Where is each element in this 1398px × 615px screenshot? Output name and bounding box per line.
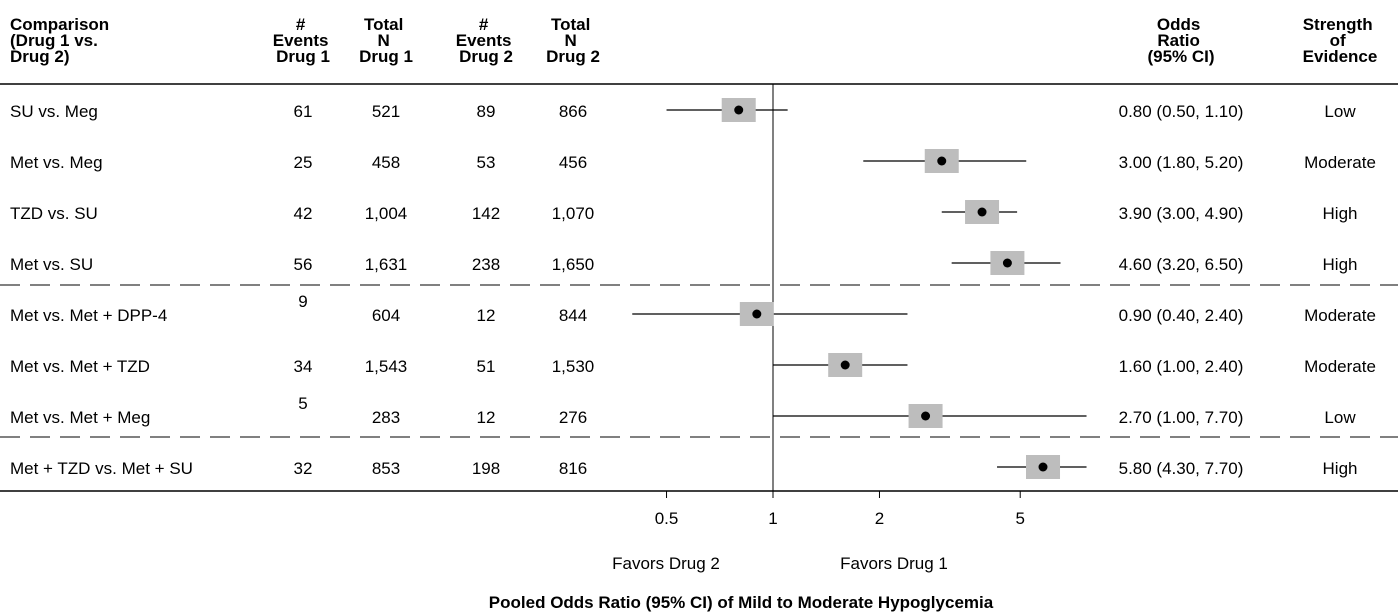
strength-of-evidence-cell: Moderate (1304, 357, 1376, 376)
header-strength-of-evidence: Strength of Evidence (1303, 15, 1378, 66)
total-drug2-cell: 844 (559, 306, 587, 325)
events-drug2-cell: 89 (477, 102, 496, 121)
table-row: Met vs. Met + DPP-4 9 604 12 844 0.90 (0.40, … (10, 292, 1376, 325)
total-drug1-cell: 1,631 (365, 255, 408, 274)
x-tick-label: 0.5 (655, 509, 679, 528)
point-estimate (1038, 462, 1048, 472)
total-drug1-cell: 458 (372, 153, 400, 172)
forest-plot-marks (632, 98, 1087, 479)
table-row: SU vs. Meg 61 521 89 866 0.80 (0.50, 1.10) Low (10, 102, 1356, 121)
x-axis-title: Pooled Odds Ratio (95% CI) of Mild to Mo… (489, 593, 994, 612)
strength-of-evidence-cell: High (1323, 255, 1358, 274)
total-drug1-cell: 521 (372, 102, 400, 121)
favors-drug2-label: Favors Drug 2 (612, 554, 720, 573)
strength-of-evidence-cell: Moderate (1304, 306, 1376, 325)
table-row: Met vs. Met + TZD 34 1,543 51 1,530 1.60 (1.0… (10, 357, 1376, 376)
total-drug2-cell: 866 (559, 102, 587, 121)
total-drug2-cell: 1,070 (552, 204, 595, 223)
header-events-drug2: # Events Drug 2 (456, 15, 516, 66)
events-drug2-cell: 51 (477, 357, 496, 376)
total-drug2-cell: 276 (559, 408, 587, 427)
point-estimate (937, 156, 947, 166)
events-drug2-cell: 142 (472, 204, 500, 223)
comparison-cell: Met vs. Met + Meg (10, 408, 150, 427)
odds-ratio-ci-cell: 1.60 (1.00, 2.40) (1119, 357, 1244, 376)
point-estimate (734, 105, 744, 115)
odds-ratio-ci-cell: 3.00 (1.80, 5.20) (1119, 153, 1244, 172)
events-drug2-cell: 53 (477, 153, 496, 172)
total-drug2-cell: 456 (559, 153, 587, 172)
header-events-drug1: # Events Drug 1 (273, 15, 333, 66)
point-estimate (977, 207, 987, 217)
events-drug1-cell: 32 (294, 459, 313, 478)
table-row: Met vs. Met + Meg 5 283 12 276 2.70 (1.00, 7.… (10, 394, 1356, 427)
comparison-cell: SU vs. Meg (10, 102, 98, 121)
total-drug1-cell: 853 (372, 459, 400, 478)
point-estimate (1002, 258, 1012, 268)
favors-drug1-label: Favors Drug 1 (840, 554, 948, 573)
comparison-cell: Met vs. SU (10, 255, 93, 274)
odds-ratio-ci-cell: 4.60 (3.20, 6.50) (1119, 255, 1244, 274)
header-total-drug1: Total N Drug 1 (359, 15, 413, 66)
total-drug2-cell: 1,530 (552, 357, 595, 376)
column-headers: Comparison (Drug 1 vs. Drug 2) # Events … (10, 15, 1377, 66)
comparison-cell: TZD vs. SU (10, 204, 98, 223)
table-row: Met + TZD vs. Met + SU 32 853 198 816 5.80 (4… (10, 459, 1357, 478)
table-row: Met vs. SU 56 1,631 238 1,650 4.60 (3.20, 6.5… (10, 255, 1357, 274)
x-tick-label: 1 (768, 509, 777, 528)
odds-ratio-ci-cell: 0.80 (0.50, 1.10) (1119, 102, 1244, 121)
total-drug1-cell: 1,004 (365, 204, 408, 223)
strength-of-evidence-cell: Low (1324, 408, 1356, 427)
events-drug2-cell: 238 (472, 255, 500, 274)
point-estimate (752, 309, 762, 319)
total-drug1-cell: 283 (372, 408, 400, 427)
table-row: TZD vs. SU 42 1,004 142 1,070 3.90 (3.00, 4.9… (10, 204, 1357, 223)
header-total-drug2: Total N Drug 2 (546, 15, 600, 66)
events-drug1-cell: 5 (298, 394, 307, 413)
strength-of-evidence-cell: Low (1324, 102, 1356, 121)
x-tick-label: 5 (1015, 509, 1024, 528)
point-estimate (840, 360, 850, 370)
events-drug1-cell: 56 (294, 255, 313, 274)
events-drug2-cell: 198 (472, 459, 500, 478)
comparison-cell: Met vs. Meg (10, 153, 103, 172)
comparison-cell: Met vs. Met + TZD (10, 357, 150, 376)
odds-ratio-ci-cell: 5.80 (4.30, 7.70) (1119, 459, 1244, 478)
events-drug1-cell: 61 (294, 102, 313, 121)
x-tick-label: 2 (875, 509, 884, 528)
total-drug1-cell: 1,543 (365, 357, 408, 376)
events-drug1-cell: 34 (294, 357, 313, 376)
events-drug1-cell: 9 (298, 292, 307, 311)
total-drug1-cell: 604 (372, 306, 400, 325)
comparison-cell: Met + TZD vs. Met + SU (10, 459, 193, 478)
point-estimate (921, 411, 931, 421)
header-comparison: Comparison (Drug 1 vs. Drug 2) (10, 15, 114, 66)
table-row: Met vs. Meg 25 458 53 456 3.00 (1.80, 5.20) Mo… (10, 153, 1376, 172)
events-drug2-cell: 12 (477, 408, 496, 427)
odds-ratio-ci-cell: 0.90 (0.40, 2.40) (1119, 306, 1244, 325)
x-axis-ticks: 0.5 1 2 5 (655, 491, 1025, 528)
header-odds-ratio: Odds Ratio (95% CI) (1147, 15, 1214, 66)
total-drug2-cell: 816 (559, 459, 587, 478)
total-drug2-cell: 1,650 (552, 255, 595, 274)
events-drug1-cell: 25 (294, 153, 313, 172)
odds-ratio-ci-cell: 2.70 (1.00, 7.70) (1119, 408, 1244, 427)
strength-of-evidence-cell: High (1323, 459, 1358, 478)
events-drug1-cell: 42 (294, 204, 313, 223)
strength-of-evidence-cell: Moderate (1304, 153, 1376, 172)
odds-ratio-ci-cell: 3.90 (3.00, 4.90) (1119, 204, 1244, 223)
table-rows: SU vs. Meg 61 521 89 866 0.80 (0.50, 1.10) Low… (10, 102, 1376, 478)
events-drug2-cell: 12 (477, 306, 496, 325)
comparison-cell: Met vs. Met + DPP-4 (10, 306, 167, 325)
strength-of-evidence-cell: High (1323, 204, 1358, 223)
